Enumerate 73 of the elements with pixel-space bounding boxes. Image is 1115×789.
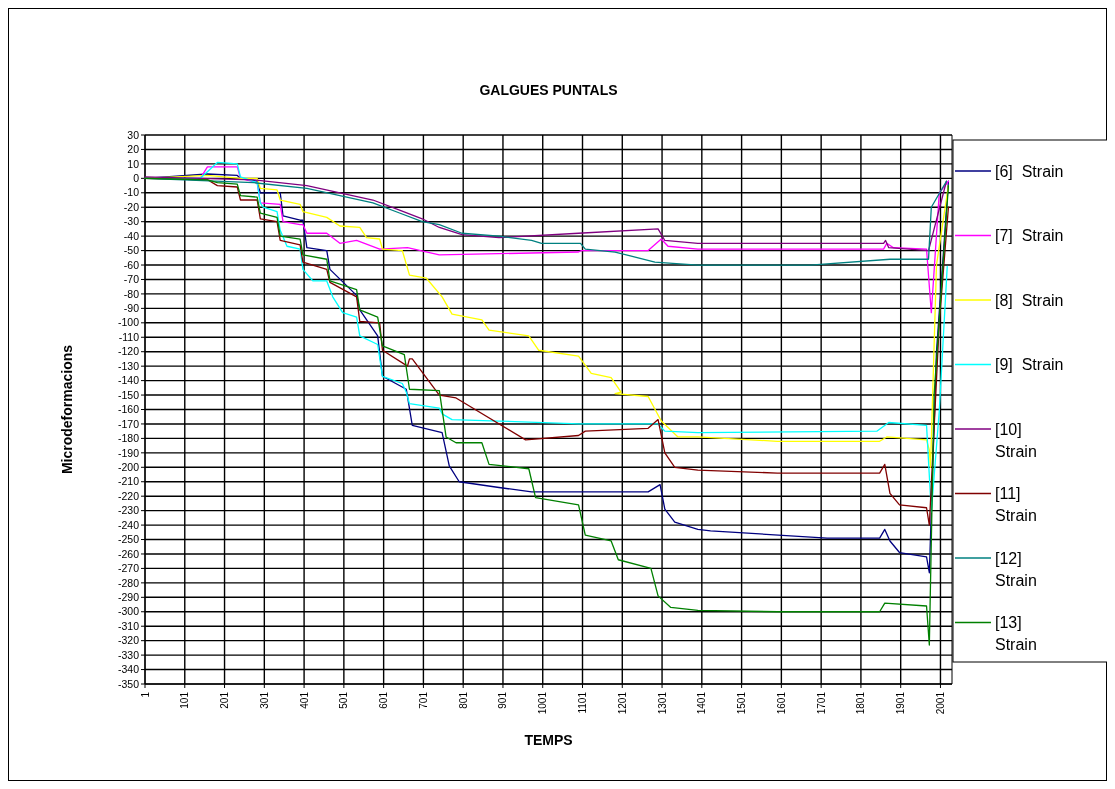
x-tick-label: 801 xyxy=(457,691,469,709)
y-tick-label: -170 xyxy=(117,417,140,430)
legend-label: [6] Strain xyxy=(995,162,1064,180)
y-tick-label: -10 xyxy=(123,186,140,199)
y-tick-label: -220 xyxy=(117,489,140,502)
y-tick-label: 10 xyxy=(127,157,140,170)
x-axis-title: TEMPS xyxy=(524,732,573,748)
x-tick-label: 401 xyxy=(298,691,310,709)
y-tick-label: -280 xyxy=(117,576,140,589)
y-tick-label: -300 xyxy=(117,605,140,618)
legend-label: [7] Strain xyxy=(995,227,1064,245)
y-tick-label: -350 xyxy=(117,677,140,690)
y-tick-label: -70 xyxy=(123,273,140,286)
y-tick-label: -20 xyxy=(123,200,140,213)
x-tick-label: 1 xyxy=(139,691,151,698)
y-tick-label: -60 xyxy=(123,258,140,271)
y-tick-label: 0 xyxy=(133,172,140,185)
y-tick-label: -260 xyxy=(117,547,140,560)
y-tick-label: -270 xyxy=(117,562,140,575)
x-tick-label: 2001 xyxy=(934,691,946,715)
x-tick-label: 701 xyxy=(417,691,429,709)
x-tick-label: 501 xyxy=(338,691,350,709)
legend-label: [13] Strain xyxy=(995,614,1037,654)
y-tick-label: -130 xyxy=(117,359,140,372)
y-tick-label: -250 xyxy=(117,533,140,546)
y-tick-label: -210 xyxy=(117,475,140,488)
y-tick-label: -200 xyxy=(117,460,140,473)
x-tick-label: 601 xyxy=(378,691,390,709)
x-tick-label: 1901 xyxy=(895,691,907,715)
x-tick-label: 1801 xyxy=(855,691,867,715)
x-tick-label: 301 xyxy=(258,691,270,709)
y-tick-label: -330 xyxy=(117,648,140,661)
y-tick-label: -120 xyxy=(117,345,140,358)
x-tick-label: 901 xyxy=(497,691,509,709)
x-tick-label: 1401 xyxy=(696,691,708,715)
y-tick-label: -110 xyxy=(118,330,140,343)
y-tick-label: -230 xyxy=(117,504,140,517)
y-tick-label: -180 xyxy=(117,432,140,445)
y-tick-label: 20 xyxy=(127,143,140,156)
y-tick-label: -160 xyxy=(117,403,140,416)
x-tick-label: 1201 xyxy=(616,691,628,715)
y-tick-label: -40 xyxy=(123,229,140,242)
legend-label: [10] Strain xyxy=(995,420,1037,460)
x-tick-label: 1301 xyxy=(656,691,668,715)
y-tick-label: -150 xyxy=(117,388,140,401)
legend-label: [11] Strain xyxy=(995,485,1037,525)
y-tick-label: -190 xyxy=(117,446,140,459)
x-tick-label: 1701 xyxy=(815,691,827,715)
x-tick-label: 1001 xyxy=(537,691,549,715)
y-axis-title: Microdeformacions xyxy=(59,344,75,475)
y-tick-label: -240 xyxy=(117,518,140,531)
chart-title: GALGUES PUNTALS xyxy=(479,82,618,98)
x-tick-label: 1601 xyxy=(775,691,787,715)
x-tick-label: 101 xyxy=(179,691,191,709)
legend-label: [9] Strain xyxy=(995,356,1064,374)
y-tick-label: -30 xyxy=(123,215,140,228)
y-tick-label: -290 xyxy=(117,590,140,603)
y-tick-label: -140 xyxy=(117,374,140,387)
y-tick-label: -310 xyxy=(117,619,140,632)
y-tick-label: -50 xyxy=(123,244,140,257)
x-tick-label: 201 xyxy=(219,691,231,709)
y-tick-label: -340 xyxy=(117,663,140,676)
x-tick-label: 1501 xyxy=(736,691,748,715)
y-tick-label: -90 xyxy=(123,302,140,315)
legend-label: [12] Strain xyxy=(995,549,1037,589)
y-tick-label: -80 xyxy=(123,287,140,300)
legend-label: [8] Strain xyxy=(995,291,1064,309)
y-tick-label: 30 xyxy=(127,128,140,141)
y-tick-label: -320 xyxy=(117,634,140,647)
x-tick-label: 1101 xyxy=(577,691,589,714)
line-series xyxy=(144,177,950,646)
line-series xyxy=(144,176,948,252)
y-tick-label: -100 xyxy=(117,316,140,329)
